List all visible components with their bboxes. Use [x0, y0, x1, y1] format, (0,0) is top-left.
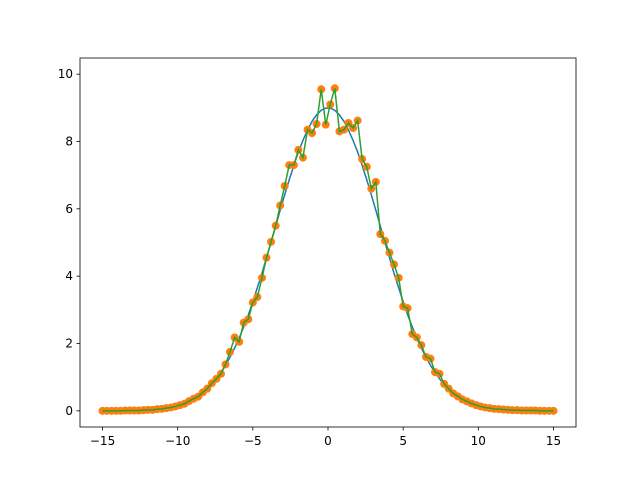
x-tick-label: 5 — [399, 434, 407, 448]
x-tick-label: 10 — [471, 434, 486, 448]
x-tick-label: 15 — [546, 434, 561, 448]
data-point — [549, 406, 558, 415]
x-tick-label: −15 — [90, 434, 115, 448]
y-tick-label: 8 — [65, 134, 73, 148]
data-line — [102, 88, 554, 412]
data-line — [102, 107, 554, 412]
y-tick-label: 4 — [65, 269, 73, 283]
y-tick-label: 10 — [58, 67, 73, 81]
x-tick-label: −10 — [165, 434, 190, 448]
y-tick-label: 2 — [65, 337, 73, 351]
x-tick-label: −5 — [244, 434, 262, 448]
y-tick-label: 0 — [65, 404, 73, 418]
y-tick-label: 6 — [65, 202, 73, 216]
x-tick-label: 0 — [324, 434, 332, 448]
